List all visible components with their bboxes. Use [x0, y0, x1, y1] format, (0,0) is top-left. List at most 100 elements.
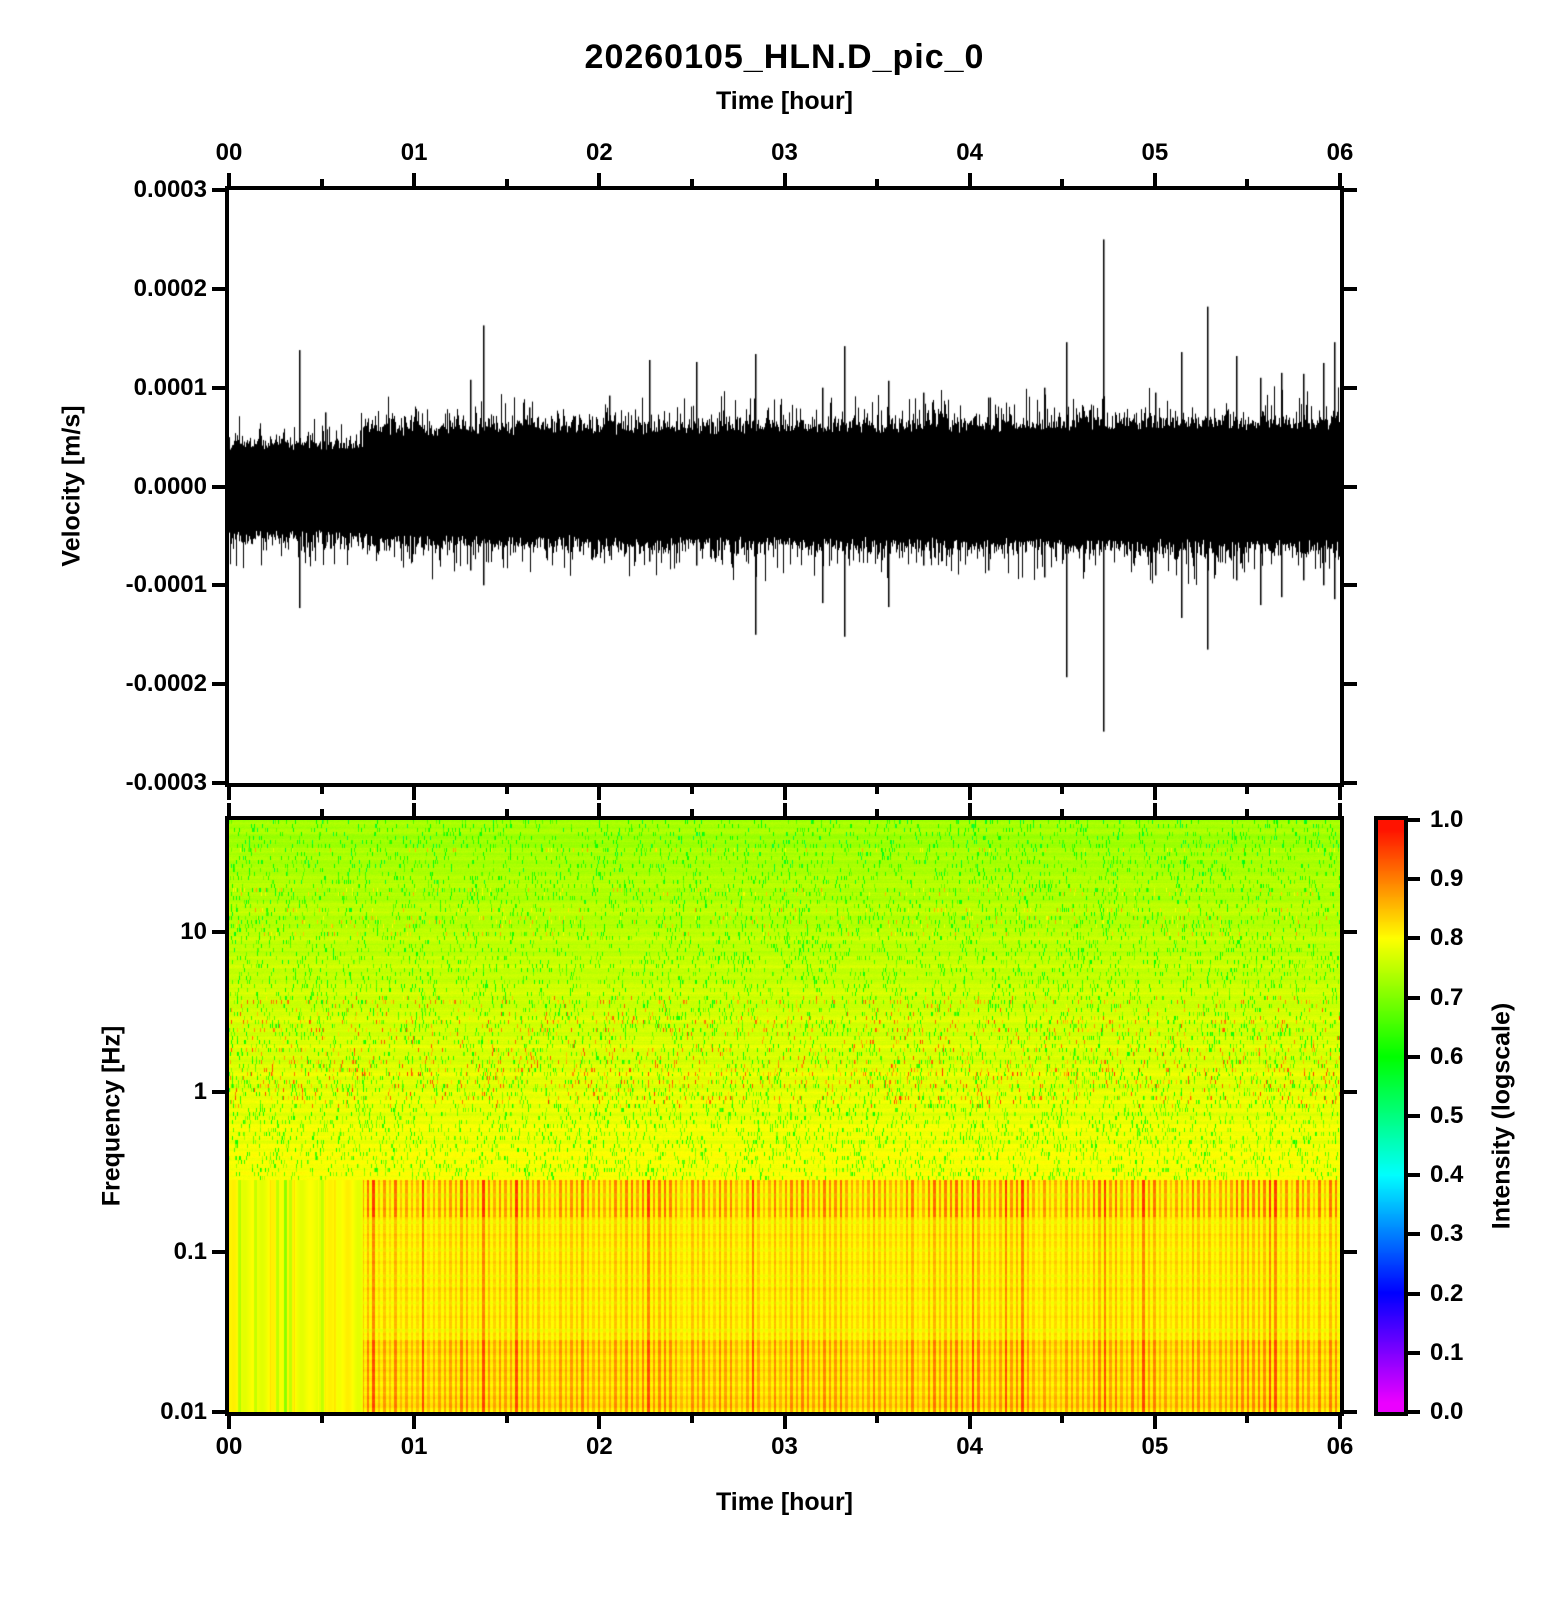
- tick-mark: [504, 809, 509, 816]
- spectrogram-canvas: [229, 820, 1340, 1412]
- top-x-tick-label: 06: [1326, 139, 1354, 166]
- colorbar-tick-label: 0.3: [1430, 1220, 1464, 1248]
- tick-mark: [1408, 818, 1420, 822]
- frequency-tick-label: 10: [180, 918, 207, 945]
- velocity-tick-label: 0.0002: [133, 274, 207, 302]
- tick-mark: [1344, 188, 1357, 192]
- bottom-x-axis-title: Time [hour]: [715, 1488, 854, 1516]
- tick-mark: [597, 173, 602, 186]
- colorbar-tick-label: 0.5: [1430, 1102, 1464, 1129]
- top-x-tick-label: 00: [215, 139, 243, 166]
- tick-mark: [597, 1416, 602, 1429]
- tick-mark: [689, 809, 694, 816]
- tick-mark: [319, 787, 324, 794]
- tick-mark: [1245, 1416, 1250, 1423]
- tick-mark: [689, 787, 694, 794]
- tick-mark: [212, 484, 225, 489]
- tick-mark: [212, 1090, 225, 1094]
- tick-mark: [1344, 385, 1357, 390]
- tick-mark: [967, 173, 972, 186]
- tick-mark: [1344, 682, 1357, 687]
- tick-mark: [1408, 995, 1420, 1000]
- colorbar-tick-label: 1.0: [1430, 806, 1464, 833]
- tick-mark: [1245, 809, 1250, 816]
- tick-mark: [1344, 1090, 1357, 1094]
- colorbar-border: [1374, 816, 1408, 1416]
- tick-mark: [967, 803, 972, 816]
- colorbar-axis-title: Intensity (logscale): [1487, 1002, 1516, 1230]
- tick-mark: [227, 787, 231, 800]
- tick-mark: [412, 173, 417, 186]
- colorbar-canvas: [1378, 820, 1404, 1412]
- top-x-tick-label: 02: [585, 139, 613, 166]
- tick-mark: [1408, 1114, 1420, 1118]
- velocity-tick-label: -0.0001: [125, 571, 207, 599]
- tick-mark: [1344, 1410, 1357, 1414]
- tick-mark: [1152, 803, 1157, 816]
- tick-mark: [1245, 787, 1250, 794]
- bottom-x-tick-label: 02: [585, 1433, 613, 1460]
- tick-mark: [1060, 1416, 1065, 1423]
- tick-mark: [1245, 179, 1250, 186]
- colorbar-tick-label: 0.1: [1430, 1338, 1464, 1366]
- top-x-tick-label: 03: [771, 139, 798, 166]
- colorbar-tick-label: 0.2: [1430, 1279, 1464, 1307]
- tick-mark: [1408, 1350, 1420, 1355]
- tick-mark: [212, 1250, 225, 1254]
- tick-mark: [319, 179, 324, 186]
- tick-mark: [1338, 173, 1342, 186]
- tick-mark: [967, 1416, 972, 1429]
- waveform-panel-border: [225, 186, 1344, 787]
- tick-mark: [875, 787, 880, 794]
- tick-mark: [212, 583, 225, 588]
- tick-mark: [412, 1416, 417, 1429]
- frequency-tick-label: 0.01: [160, 1398, 207, 1425]
- tick-mark: [782, 173, 787, 186]
- tick-mark: [1338, 1416, 1342, 1429]
- tick-mark: [597, 787, 602, 800]
- tick-mark: [1060, 787, 1065, 794]
- tick-mark: [875, 1416, 880, 1423]
- tick-mark: [1408, 936, 1420, 941]
- colorbar-tick-label: 0.7: [1430, 983, 1464, 1011]
- tick-mark: [227, 173, 231, 186]
- colorbar-tick-label: 0.4: [1430, 1161, 1464, 1189]
- tick-mark: [1344, 781, 1357, 785]
- top-x-tick-label: 05: [1141, 139, 1169, 166]
- tick-mark: [1344, 286, 1357, 291]
- tick-mark: [212, 385, 225, 390]
- tick-mark: [1408, 877, 1420, 882]
- bottom-x-tick-label: 01: [400, 1433, 428, 1460]
- bottom-x-tick-label: 03: [771, 1433, 798, 1460]
- tick-mark: [1408, 1173, 1420, 1178]
- tick-mark: [504, 1416, 509, 1423]
- velocity-tick-label: 0.0001: [133, 373, 207, 401]
- waveform-canvas: [229, 190, 1340, 783]
- colorbar-tick-label: 0.9: [1430, 865, 1464, 893]
- colorbar-tick-label: 0.0: [1430, 1398, 1464, 1425]
- tick-mark: [1060, 809, 1065, 816]
- tick-mark: [212, 682, 225, 687]
- colorbar-tick-label: 0.6: [1430, 1042, 1464, 1070]
- tick-mark: [1408, 1232, 1420, 1237]
- velocity-tick-label: -0.0003: [125, 769, 207, 796]
- colorbar-tick-label: 0.8: [1430, 924, 1464, 952]
- tick-mark: [1060, 179, 1065, 186]
- tick-mark: [782, 803, 787, 816]
- bottom-x-tick-label: 06: [1326, 1433, 1354, 1460]
- tick-mark: [1344, 583, 1357, 588]
- spectrogram-panel-border: [225, 816, 1344, 1416]
- velocity-tick-label: 0.0003: [133, 176, 207, 203]
- velocity-tick-label: 0.0000: [133, 472, 207, 500]
- frequency-tick-label: 1: [193, 1078, 207, 1105]
- tick-mark: [1152, 1416, 1157, 1429]
- tick-mark: [689, 1416, 694, 1423]
- tick-mark: [212, 930, 225, 934]
- tick-mark: [319, 809, 324, 816]
- frequency-axis-title: Frequency [Hz]: [97, 1025, 126, 1207]
- tick-mark: [1152, 173, 1157, 186]
- bottom-x-tick-label: 05: [1141, 1433, 1169, 1460]
- tick-mark: [1408, 1054, 1420, 1059]
- bottom-x-tick-label: 04: [956, 1433, 984, 1460]
